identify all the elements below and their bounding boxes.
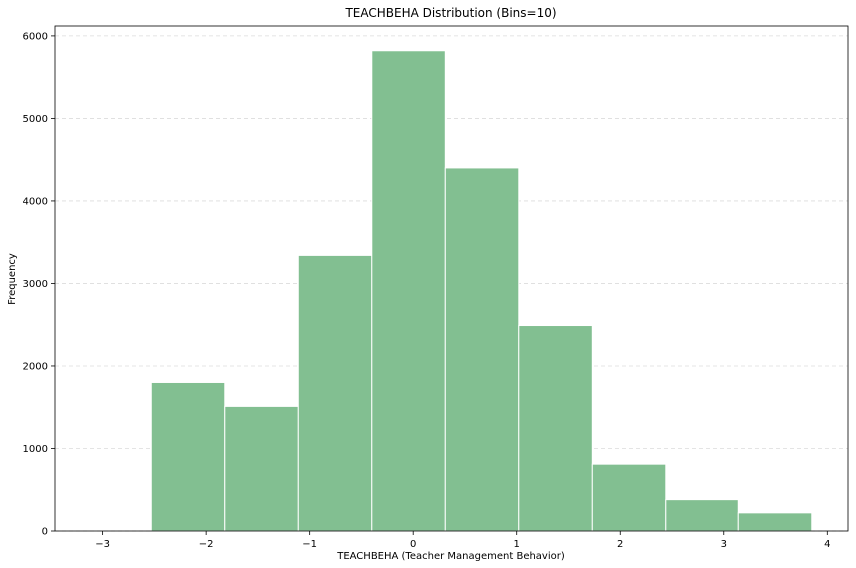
chart-title: TEACHBEHA Distribution (Bins=10) [344,6,556,20]
bars [150,50,813,532]
y-tick-label: 5000 [23,114,48,125]
x-tick-label: −2 [199,539,214,550]
x-axis-ticks: −3 −2 −1 0 1 2 3 4 [95,531,830,550]
y-tick-label: 3000 [23,279,48,290]
y-tick-label: 1000 [23,444,48,455]
y-tick-label: 4000 [23,196,48,207]
y-axis-label: Frequency [7,253,18,305]
histogram-bar [665,499,739,532]
x-tick-label: 3 [721,539,727,550]
histogram-bar [371,50,446,532]
x-tick-label: 2 [617,539,623,550]
plot-frame [54,25,849,532]
histogram-bar [224,405,299,532]
y-tick-label: 6000 [23,31,48,42]
histogram-bar [150,381,226,532]
x-tick-label: 4 [824,539,830,550]
y-tick-label: 2000 [23,361,48,372]
x-tick-label: −3 [95,539,110,550]
y-axis-ticks: 0 1000 2000 3000 4000 5000 6000 [23,31,55,538]
x-tick-label: 1 [514,539,520,550]
histogram-bar [737,512,813,532]
histogram-bar [444,167,520,532]
histogram-bar [591,463,667,532]
histogram-bar [518,325,593,532]
histogram-bar [297,254,373,532]
x-axis-label: TEACHBEHA (Teacher Management Behavior) [336,551,565,562]
x-tick-label: 0 [410,539,416,550]
x-tick-label: −1 [302,539,317,550]
y-tick-label: 0 [42,527,48,538]
